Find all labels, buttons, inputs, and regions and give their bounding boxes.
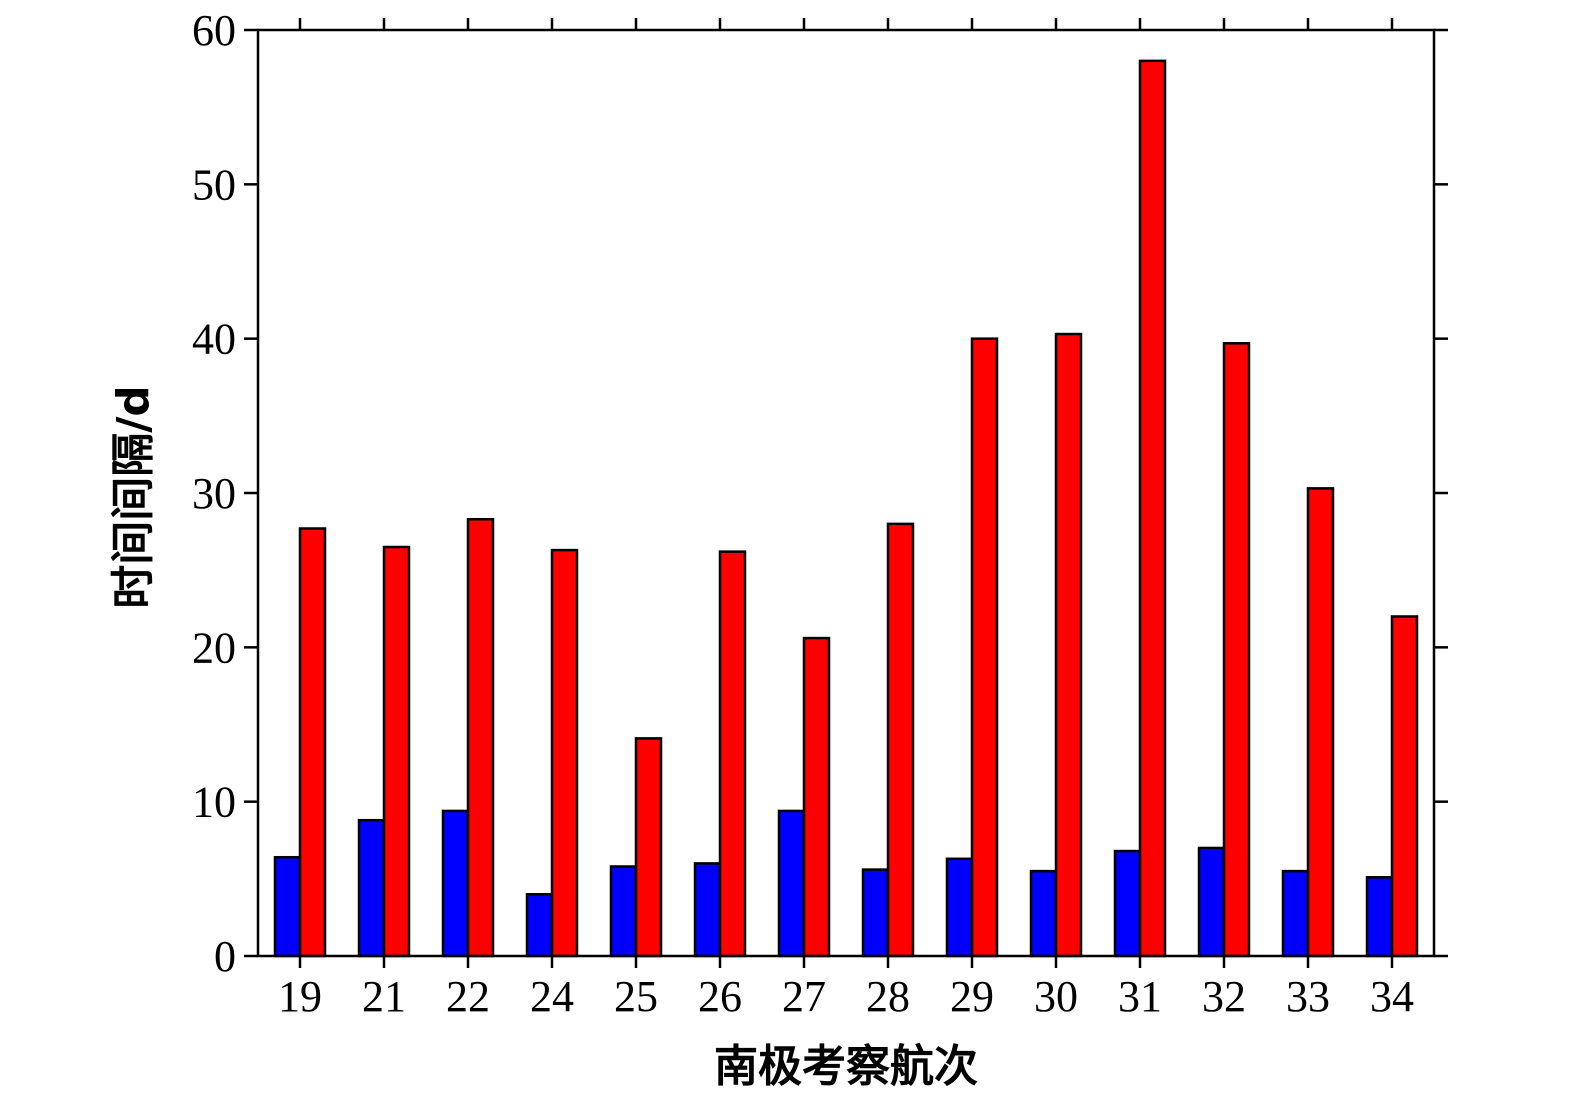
bar-series-1-32 xyxy=(1197,846,1226,958)
x-tick-label: 30 xyxy=(1034,972,1078,1021)
bar-series-2-32 xyxy=(1222,342,1251,958)
y-tick-label: 40 xyxy=(192,315,236,364)
y-axis-title: 时间间隔/d xyxy=(108,385,159,609)
x-tick-label: 22 xyxy=(446,972,490,1021)
chart-marks xyxy=(273,59,1419,958)
bar-series-2-26 xyxy=(718,550,747,958)
bar-series-2-30 xyxy=(1054,332,1083,958)
bar-series-2-34 xyxy=(1390,615,1419,958)
x-tick-label: 31 xyxy=(1118,972,1162,1021)
x-tick-label: 34 xyxy=(1370,972,1414,1021)
bar-series-2-22 xyxy=(466,517,495,958)
x-axis-title: 南极考察航次 xyxy=(714,1041,978,1092)
y-tick-label: 10 xyxy=(192,778,236,827)
bar-series-2-19 xyxy=(298,527,327,958)
y-tick-label: 20 xyxy=(192,623,236,672)
bar-series-2-25 xyxy=(634,737,663,958)
bar-series-1-31 xyxy=(1113,849,1142,958)
bar-series-2-29 xyxy=(970,337,999,958)
bar-series-1-21 xyxy=(357,818,386,958)
x-tick-label: 26 xyxy=(698,972,742,1021)
x-tick-label: 24 xyxy=(530,972,574,1021)
y-tick-label: 50 xyxy=(192,160,236,209)
bar-series-2-33 xyxy=(1306,487,1335,958)
bar-series-2-31 xyxy=(1138,59,1167,958)
bar-series-2-28 xyxy=(886,522,915,958)
x-tick-label: 27 xyxy=(782,972,826,1021)
bar-series-1-19 xyxy=(273,855,302,958)
bar-series-1-26 xyxy=(693,862,722,958)
bar-series-1-24 xyxy=(525,893,554,958)
x-tick-label: 28 xyxy=(866,972,910,1021)
bar-series-1-25 xyxy=(609,865,638,958)
bar-series-2-24 xyxy=(550,548,579,958)
x-tick-label: 19 xyxy=(278,972,322,1021)
bar-series-1-30 xyxy=(1029,869,1058,958)
y-tick-label: 60 xyxy=(192,6,236,55)
bar-series-1-29 xyxy=(945,857,974,958)
plot-frame xyxy=(256,28,1436,958)
bar-series-1-22 xyxy=(441,809,470,958)
x-tick-label: 25 xyxy=(614,972,658,1021)
x-tick-label: 21 xyxy=(362,972,406,1021)
x-tick-label: 29 xyxy=(950,972,994,1021)
bar-series-1-28 xyxy=(861,868,890,958)
x-tick-label: 33 xyxy=(1286,972,1330,1021)
y-tick-label: 0 xyxy=(214,932,236,981)
bar-series-1-33 xyxy=(1281,869,1310,958)
bar-series-2-27 xyxy=(802,636,831,958)
bar-series-1-34 xyxy=(1365,876,1394,958)
bar-series-1-27 xyxy=(777,809,806,958)
bar-series-2-21 xyxy=(382,545,411,958)
axis-ticks: 19 21 22 24 25 26 27 28 29 30 31 32 33 34 0 10 20 30 40 50 6… xyxy=(192,6,1448,1021)
y-tick-label: 30 xyxy=(192,469,236,518)
x-tick-label: 32 xyxy=(1202,972,1246,1021)
